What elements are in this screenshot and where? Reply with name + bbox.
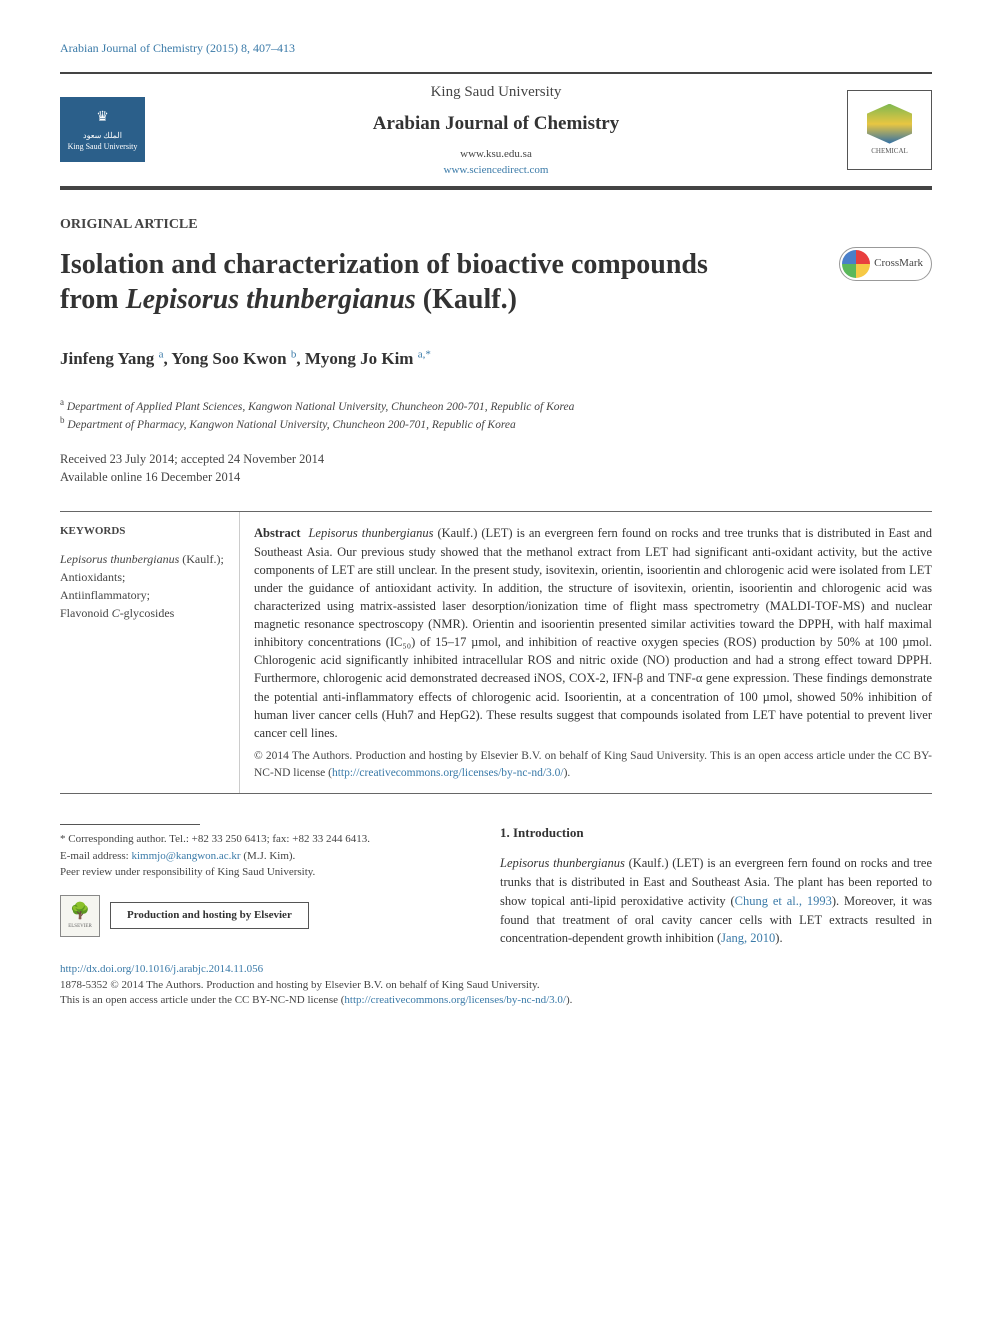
- peer-review-line: Peer review under responsibility of King…: [60, 864, 460, 881]
- keyword-3: Antiinflammatory;: [60, 586, 227, 604]
- title-species: Lepisorus thunbergianus: [126, 284, 416, 315]
- journal-title: Arabian Journal of Chemistry: [145, 111, 847, 138]
- keyword-abstract-block: KEYWORDS Lepisorus thunbergianus (Kaulf.…: [60, 511, 932, 794]
- elsevier-text: ELSEVIER: [68, 923, 92, 930]
- corresponding-block: * Corresponding author. Tel.: +82 33 250…: [60, 831, 460, 881]
- abstract-text: (Kaulf.) (LET) is an evergreen fern foun…: [254, 526, 932, 739]
- abstract-label: Abstract: [254, 526, 301, 540]
- keyword-2: Antioxidants;: [60, 568, 227, 586]
- corresponding-line: * Corresponding author. Tel.: +82 33 250…: [60, 831, 460, 848]
- keywords-column: KEYWORDS Lepisorus thunbergianus (Kaulf.…: [60, 512, 240, 793]
- page-footer: http://dx.doi.org/10.1016/j.arabjc.2014.…: [60, 962, 932, 1008]
- citation-jang[interactable]: Jang, 2010: [721, 931, 775, 945]
- running-header: Arabian Journal of Chemistry (2015) 8, 4…: [60, 40, 932, 57]
- crossmark-badge[interactable]: CrossMark: [839, 247, 932, 281]
- ksu-logo: ♛ الملك سعود King Saud University: [60, 97, 145, 162]
- url-ksu: www.ksu.edu.sa: [460, 148, 532, 160]
- hexagon-icon: [867, 104, 912, 144]
- url-sciencedirect[interactable]: www.sciencedirect.com: [444, 164, 549, 176]
- footer-license: This is an open access article under the…: [60, 993, 932, 1008]
- masthead-center: King Saud University Arabian Journal of …: [145, 82, 847, 178]
- email-link[interactable]: kimmjo@kangwon.ac.kr: [131, 850, 240, 862]
- affiliations-block: a Department of Applied Plant Sciences, …: [60, 396, 932, 434]
- ksu-logo-arabic: الملك سعود: [83, 130, 122, 141]
- kw1-italic: Lepisorus thunbergianus: [60, 552, 179, 566]
- email-line: E-mail address: kimmjo@kangwon.ac.kr (M.…: [60, 848, 460, 865]
- footer-license-prefix: This is an open access article under the…: [60, 994, 344, 1006]
- author-list: Jinfeng Yang a, Yong Soo Kwon b, Myong J…: [60, 347, 932, 371]
- left-column: * Corresponding author. Tel.: +82 33 250…: [60, 824, 460, 948]
- footer-license-suffix: ).: [566, 994, 572, 1006]
- aff-b-text: Department of Pharmacy, Kangwon National…: [65, 419, 516, 431]
- footer-license-link[interactable]: http://creativecommons.org/licenses/by-n…: [344, 994, 566, 1006]
- affiliation-a: a Department of Applied Plant Sciences, …: [60, 396, 932, 415]
- kw4-suffix: -glycosides: [120, 606, 175, 620]
- masthead-divider: [60, 186, 932, 190]
- crossmark-icon: [842, 250, 870, 278]
- masthead: ♛ الملك سعود King Saud University King S…: [60, 82, 932, 178]
- keyword-1: Lepisorus thunbergianus (Kaulf.);: [60, 550, 227, 568]
- keywords-list: Lepisorus thunbergianus (Kaulf.); Antiox…: [60, 550, 227, 622]
- elsevier-logo: 🌳 ELSEVIER: [60, 895, 100, 937]
- dates-received: Received 23 July 2014; accepted 24 Novem…: [60, 451, 932, 469]
- lower-columns: * Corresponding author. Tel.: +82 33 250…: [60, 824, 932, 948]
- email-suffix: (M.J. Kim).: [241, 850, 296, 862]
- corresponding-divider: [60, 824, 200, 825]
- keyword-4: Flavonoid C-glycosides: [60, 604, 227, 622]
- aff-a-text: Department of Applied Plant Sciences, Ka…: [64, 400, 574, 412]
- doi-link[interactable]: http://dx.doi.org/10.1016/j.arabjc.2014.…: [60, 963, 263, 975]
- chemical-society-logo: CHEMICAL: [847, 90, 932, 170]
- ksu-logo-english: King Saud University: [68, 141, 138, 152]
- article-dates: Received 23 July 2014; accepted 24 Novem…: [60, 451, 932, 486]
- masthead-wrapper: ♛ الملك سعود King Saud University King S…: [60, 72, 932, 190]
- copyright-suffix: ).: [564, 767, 571, 779]
- intro-species: Lepisorus thunbergianus: [500, 856, 625, 870]
- title-row: Isolation and characterization of bioact…: [60, 247, 932, 317]
- intro-heading: 1. Introduction: [500, 824, 932, 842]
- footer-copyright: 1878-5352 © 2014 The Authors. Production…: [60, 978, 932, 993]
- kw1-suffix: (Kaulf.);: [179, 552, 224, 566]
- abstract-copyright: © 2014 The Authors. Production and hosti…: [254, 748, 932, 781]
- keywords-header: KEYWORDS: [60, 524, 227, 539]
- abstract-species: Lepisorus thunbergianus: [308, 526, 433, 540]
- right-column: 1. Introduction Lepisorus thunbergianus …: [500, 824, 932, 948]
- title-suffix: (Kaulf.): [416, 284, 517, 315]
- journal-urls: www.ksu.edu.sa www.sciencedirect.com: [145, 147, 847, 178]
- citation-chung[interactable]: Chung et al., 1993: [735, 894, 832, 908]
- crossmark-label: CrossMark: [874, 256, 923, 271]
- intro-text-3: ).: [775, 931, 782, 945]
- email-label: E-mail address:: [60, 850, 131, 862]
- author-1: Jinfeng Yang: [60, 349, 159, 368]
- tree-icon: 🌳: [70, 901, 90, 923]
- article-title: Isolation and characterization of bioact…: [60, 247, 760, 317]
- hosting-box: Production and hosting by Elsevier: [110, 902, 309, 929]
- crown-icon: ♛: [96, 108, 109, 128]
- chemical-label: CHEMICAL: [871, 147, 908, 157]
- author-3: , Myong Jo Kim: [296, 349, 417, 368]
- corr-text: Corresponding author. Tel.: +82 33 250 6…: [66, 833, 370, 845]
- author-3-aff: a,*: [418, 348, 431, 360]
- copyright-link[interactable]: http://creativecommons.org/licenses/by-n…: [332, 767, 564, 779]
- ksu-label: King Saud University: [145, 82, 847, 103]
- article-type-label: ORIGINAL ARTICLE: [60, 215, 932, 235]
- kw4-italic: C: [112, 606, 120, 620]
- intro-paragraph: Lepisorus thunbergianus (Kaulf.) (LET) i…: [500, 854, 932, 948]
- affiliation-b: b Department of Pharmacy, Kangwon Nation…: [60, 414, 932, 433]
- kw4-prefix: Flavonoid: [60, 606, 112, 620]
- elsevier-row: 🌳 ELSEVIER Production and hosting by Els…: [60, 895, 460, 937]
- dates-online: Available online 16 December 2014: [60, 469, 932, 487]
- abstract-column: Abstract Lepisorus thunbergianus (Kaulf.…: [240, 512, 932, 793]
- author-2: , Yong Soo Kwon: [163, 349, 290, 368]
